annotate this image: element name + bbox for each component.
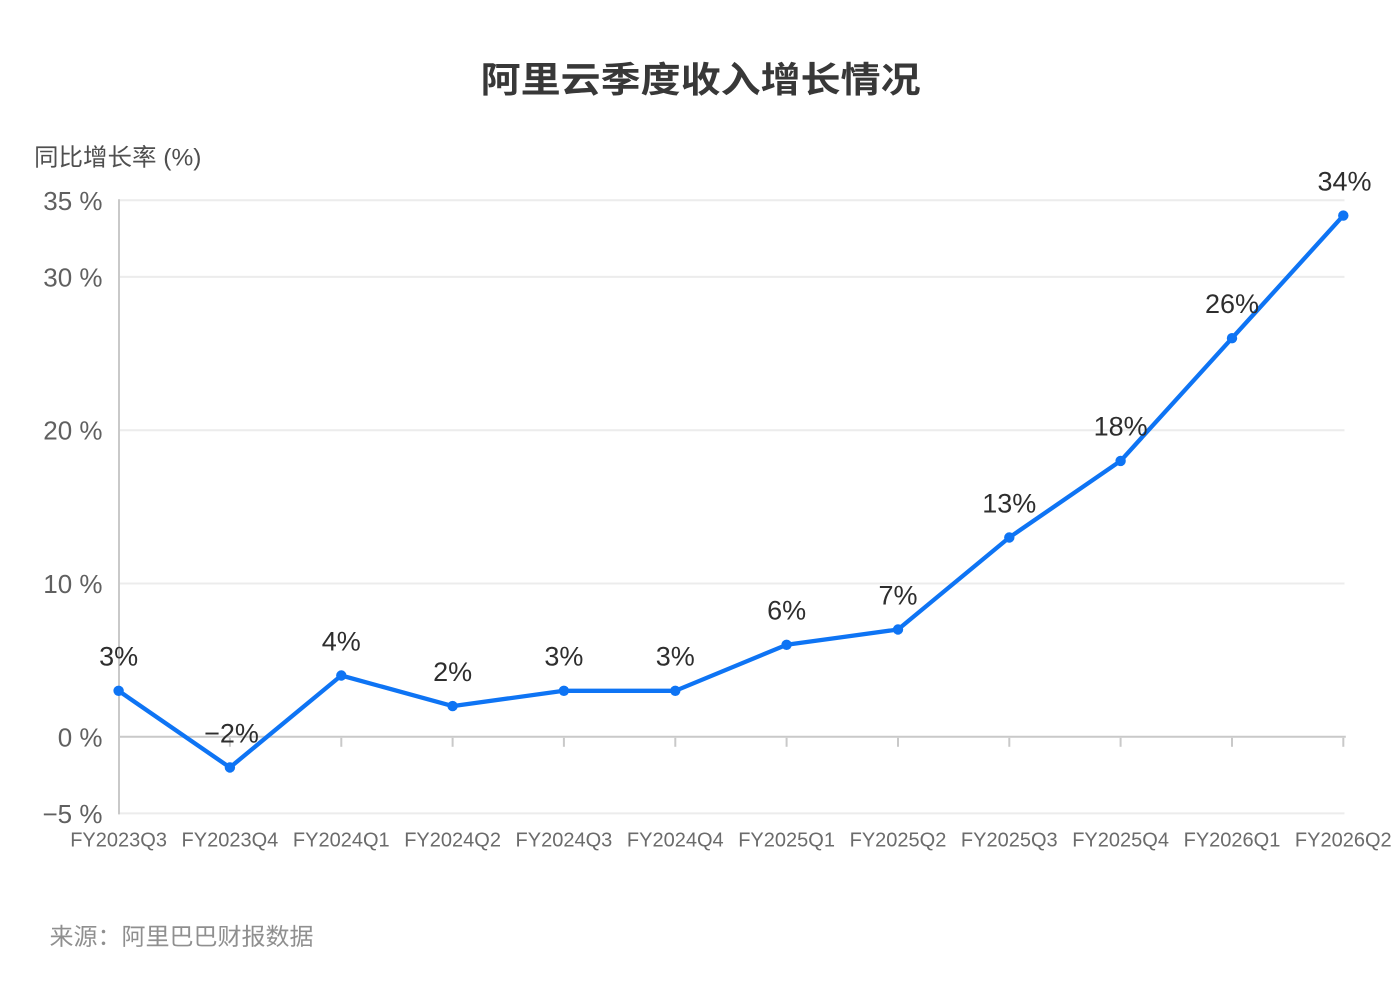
svg-text:2%: 2% <box>433 657 472 687</box>
svg-text:FY2025Q3: FY2025Q3 <box>961 830 1058 852</box>
svg-text:0 %: 0 % <box>58 722 103 752</box>
svg-text:−2%: −2% <box>204 718 259 748</box>
svg-text:(%): (%) <box>163 145 201 172</box>
svg-text:4%: 4% <box>322 626 361 656</box>
svg-text:3%: 3% <box>656 642 695 672</box>
svg-text:FY2023Q3: FY2023Q3 <box>70 830 167 852</box>
svg-text:FY2026Q2: FY2026Q2 <box>1295 830 1392 852</box>
svg-text:6%: 6% <box>767 596 806 626</box>
svg-text:FY2024Q3: FY2024Q3 <box>516 830 613 852</box>
svg-text:FY2024Q2: FY2024Q2 <box>404 830 501 852</box>
svg-text:3%: 3% <box>99 642 138 672</box>
svg-text:FY2025Q4: FY2025Q4 <box>1072 830 1169 852</box>
svg-text:10 %: 10 % <box>43 569 102 599</box>
svg-text:FY2025Q2: FY2025Q2 <box>850 830 947 852</box>
svg-text:FY2026Q1: FY2026Q1 <box>1184 830 1281 852</box>
svg-text:35 %: 35 % <box>43 186 102 216</box>
svg-text:30 %: 30 % <box>43 262 102 292</box>
svg-text:20 %: 20 % <box>43 416 102 446</box>
svg-text:18%: 18% <box>1094 412 1148 442</box>
svg-text:FY2024Q4: FY2024Q4 <box>627 830 724 852</box>
svg-text:FY2025Q1: FY2025Q1 <box>738 830 835 852</box>
svg-text:−5 %: −5 % <box>43 799 103 829</box>
svg-text:26%: 26% <box>1205 289 1259 319</box>
svg-text:34%: 34% <box>1317 166 1371 196</box>
svg-text:FY2024Q1: FY2024Q1 <box>293 830 390 852</box>
svg-text:7%: 7% <box>878 580 917 610</box>
svg-text:FY2023Q4: FY2023Q4 <box>182 830 279 852</box>
svg-text:3%: 3% <box>544 642 583 672</box>
svg-text:13%: 13% <box>982 488 1036 518</box>
